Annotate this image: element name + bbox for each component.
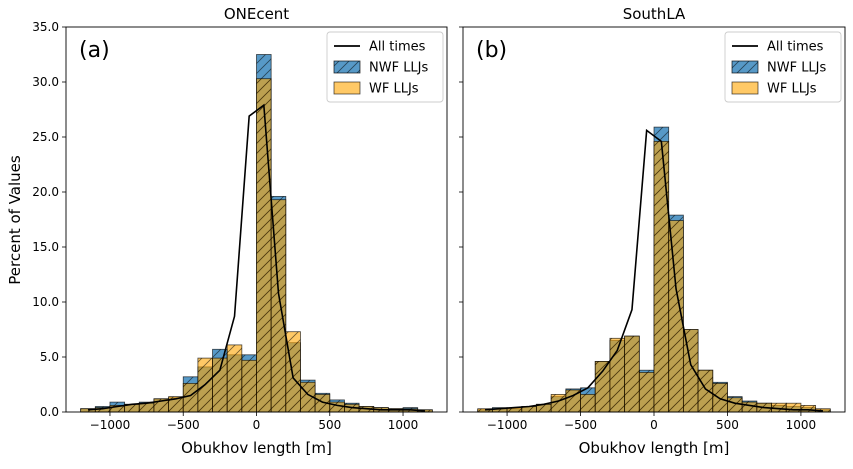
wf-bar-hatch [712, 382, 728, 413]
wf-bar-hatch [138, 402, 155, 413]
all-times-line [484, 128, 824, 412]
x-tick-label: −500 [167, 418, 200, 432]
y-axis-label: Percent of Values [6, 155, 24, 285]
wf-bar-hatch [800, 404, 817, 413]
legend-label: NWF LLJs [369, 61, 429, 76]
x-tick-label: 1000 [786, 418, 817, 432]
wf-bar-hatch [241, 359, 257, 413]
wf-bar-hatch [580, 393, 596, 413]
x-tick-label: −500 [564, 418, 597, 432]
legend-wf-swatch [333, 81, 361, 95]
legend-label: WF LLJs [369, 82, 419, 97]
y-tick-label: 35.0 [32, 20, 59, 34]
x-tick-label: 0 [253, 418, 261, 432]
wf-bar-hatch [638, 371, 655, 413]
legend-label: NWF LLJs [767, 61, 827, 76]
y-tick-label: 0.0 [40, 405, 59, 419]
x-axis-label: Obukhov length [m] [579, 439, 730, 457]
x-axis-label: Obukhov length [m] [181, 439, 332, 457]
legend-label: All times [767, 40, 824, 55]
legend-nwf-swatch-hatch [333, 60, 361, 74]
legend-label: All times [369, 40, 426, 55]
wf-bar-hatch [256, 78, 272, 413]
all-times-line [87, 103, 426, 412]
wf-bar-hatch [727, 397, 743, 413]
wf-bar-hatch [785, 402, 802, 413]
panel-southla: −1000 −500 0 500 1000 Obukhov length [m] South… [459, 5, 846, 457]
wf-bar-hatch [741, 401, 758, 413]
x-tick-label: 1000 [388, 418, 419, 432]
y-tick-label: 5.0 [40, 350, 59, 364]
x-tick-label: 0 [650, 418, 658, 432]
panel-onecent: −1000 −500 0 500 1000 0.0 5.0 10.0 15.0 20.0 25.0 3… [32, 5, 448, 457]
panel-label: (b) [476, 38, 507, 63]
legend-wf-swatch [731, 81, 759, 95]
y-tick-label: 20.0 [32, 185, 59, 199]
wf-bar-hatch [653, 140, 670, 413]
x-tick-label: −1000 [487, 418, 528, 432]
legend-label: WF LLJs [767, 82, 817, 97]
y-tick-label: 25.0 [32, 130, 59, 144]
wf-bar-hatch [212, 357, 228, 413]
legend-nwf-swatch-hatch [731, 60, 759, 74]
wf-bar-hatch [697, 369, 714, 413]
x-tick-label: 500 [318, 418, 341, 432]
panel-title: SouthLA [623, 5, 686, 23]
wf-bar-hatch [550, 393, 567, 413]
panel-label: (a) [79, 38, 110, 63]
wf-bar-hatch [594, 360, 611, 413]
x-tick-label: −1000 [90, 418, 131, 432]
x-tick-label: 500 [716, 418, 739, 432]
panel-title: ONEcent [224, 5, 289, 23]
y-tick-label: 10.0 [32, 295, 59, 309]
wf-bar-hatch [226, 344, 243, 413]
wf-bar-hatch [624, 335, 640, 413]
y-tick-label: 15.0 [32, 240, 59, 254]
y-tick-label: 30.0 [32, 75, 59, 89]
wf-bar-hatch [182, 382, 199, 413]
